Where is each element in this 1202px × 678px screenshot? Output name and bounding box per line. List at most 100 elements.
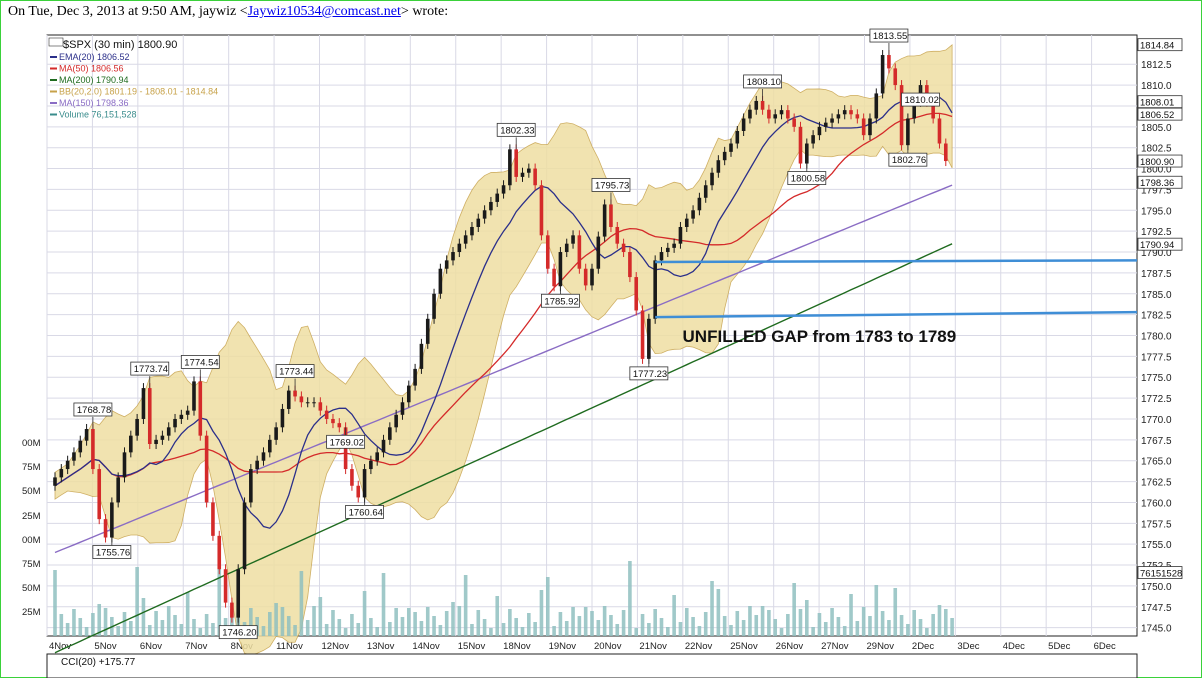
candle-body xyxy=(710,172,714,186)
candle-body xyxy=(432,293,436,319)
candle-body xyxy=(811,135,815,144)
x-tick-label: 27Nov xyxy=(821,641,849,652)
candle-body xyxy=(406,385,411,403)
right-value-label: 1806.52 xyxy=(1140,110,1174,121)
volume-bar xyxy=(520,627,525,636)
x-tick-label: 13Nov xyxy=(367,641,395,652)
candle-body xyxy=(129,435,133,453)
volume-bar xyxy=(116,626,120,636)
candle-body xyxy=(861,118,866,136)
candle-body xyxy=(463,235,468,244)
annotation-label: 1777.23 xyxy=(633,369,667,380)
annotation-label: 1800.58 xyxy=(791,174,825,185)
volume-bar xyxy=(684,608,689,636)
volume-bar xyxy=(268,612,272,636)
annotation-box xyxy=(180,355,220,369)
volume-bar xyxy=(842,626,847,636)
candle-body xyxy=(741,118,746,131)
legend-symbol-title: $SPX (30 min) 1800.90 xyxy=(63,39,177,51)
candle-body xyxy=(552,268,556,287)
candle-body xyxy=(286,390,291,409)
volume-bar xyxy=(198,628,203,636)
volume-bar xyxy=(299,571,304,636)
volume-bar xyxy=(577,616,582,636)
legend-entry: MA(50) 1806.56 xyxy=(59,64,124,74)
volume-tick-label: 25M xyxy=(22,511,41,522)
annotation-label: 1769.02 xyxy=(330,437,364,448)
candle-body xyxy=(236,569,241,618)
volume-bar xyxy=(805,600,809,636)
right-value-label: 1790.94 xyxy=(1140,240,1174,251)
annotation-box xyxy=(218,625,258,640)
candle-body xyxy=(514,149,518,177)
bollinger-band xyxy=(54,44,953,656)
candle-body xyxy=(842,110,847,115)
annotation-box xyxy=(73,402,113,417)
x-tick-label: 15Nov xyxy=(458,641,486,652)
annotation-label: 1773.44 xyxy=(279,367,313,378)
volume-bar xyxy=(571,607,575,636)
volume-bar xyxy=(514,618,518,636)
candle-body xyxy=(154,439,158,445)
annotation-box xyxy=(591,178,631,192)
candle-body xyxy=(350,469,354,486)
volume-bar xyxy=(160,620,165,636)
volume-bar xyxy=(678,622,683,636)
candle-body xyxy=(369,460,373,470)
candle-body xyxy=(779,110,784,115)
annotation-box xyxy=(130,361,170,376)
x-tick-label: 2Dec xyxy=(912,641,934,652)
candle-body xyxy=(887,55,891,69)
volume-bar xyxy=(887,620,891,636)
y-tick-label: 1755.0 xyxy=(1141,540,1172,551)
y-tick-label: 1802.5 xyxy=(1141,144,1172,155)
candle-body xyxy=(520,172,525,177)
volume-bar xyxy=(394,608,398,636)
y-tick-label: 1790.0 xyxy=(1141,248,1172,259)
x-tick-label: 26Nov xyxy=(776,641,804,652)
volume-bar xyxy=(792,583,796,636)
candle-body xyxy=(830,118,834,123)
volume-bar xyxy=(716,589,721,636)
volume-bar xyxy=(122,612,127,636)
annotation-label: 1773.74 xyxy=(134,364,168,375)
right-value-box xyxy=(1137,38,1183,52)
right-value-box xyxy=(1137,566,1183,579)
email-address-link[interactable]: Jaywiz10534@comcast.net xyxy=(247,4,401,19)
legend-symbol-swatch xyxy=(48,37,64,47)
volume-bar xyxy=(154,611,158,636)
volume-bar xyxy=(59,614,64,636)
candle-body xyxy=(792,118,796,127)
candle-body xyxy=(78,440,83,453)
annotation-box xyxy=(496,122,536,137)
candle-body xyxy=(868,118,872,136)
volume-bar xyxy=(324,624,329,636)
candle-body xyxy=(874,93,879,119)
indicator-label: CCI(20) +175.77 xyxy=(61,657,136,668)
x-tick-label: 4Nov xyxy=(49,641,71,652)
candle-body xyxy=(906,118,910,146)
candle-body xyxy=(160,435,165,440)
candle-body xyxy=(223,569,228,603)
volume-bar xyxy=(482,619,487,636)
volume-bar xyxy=(729,625,733,636)
volume-bar xyxy=(754,615,759,636)
candle-body xyxy=(135,418,139,436)
candle-body xyxy=(116,477,120,503)
volume-bar xyxy=(583,607,588,636)
volume-bar xyxy=(356,623,361,636)
volume-bar xyxy=(432,616,436,636)
volume-bar xyxy=(129,621,133,636)
volume-bar xyxy=(861,607,866,636)
annotation-label: 1802.76 xyxy=(892,155,926,166)
volume-bar xyxy=(552,626,556,636)
volume-bar xyxy=(72,609,76,636)
volume-bar xyxy=(211,623,215,636)
legend-entry: Volume 76,151,528 xyxy=(59,110,137,120)
email-header-suffix: > wrote: xyxy=(400,4,449,19)
candle-body xyxy=(375,452,379,461)
annotation-label: 1810.02 xyxy=(905,95,939,106)
volume-bar xyxy=(135,567,139,636)
volume-bar xyxy=(779,628,784,636)
candle-body xyxy=(577,235,582,269)
